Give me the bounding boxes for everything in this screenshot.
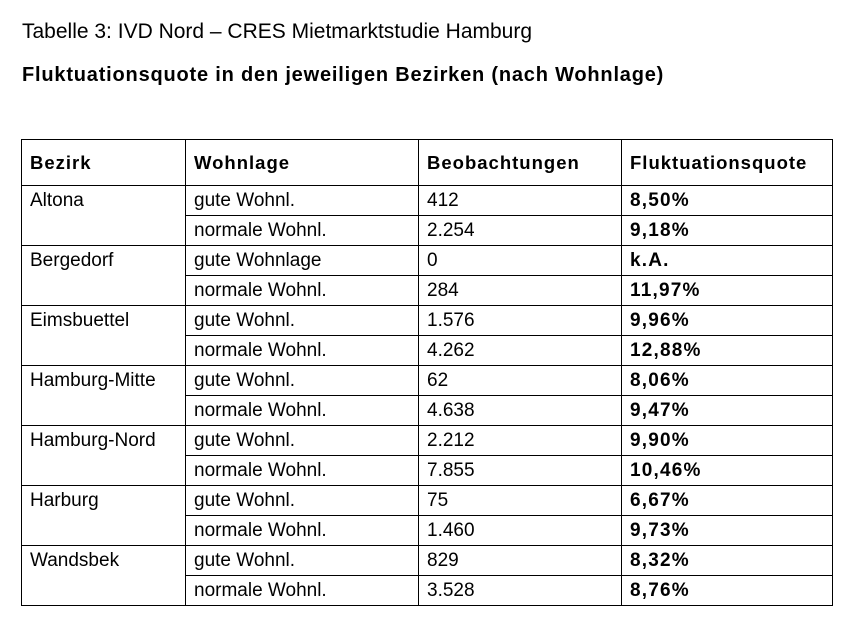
bezirk-cell: Eimsbuettel bbox=[21, 305, 186, 366]
table-row: Altona gute Wohnl. 412 8,50% bbox=[21, 185, 833, 246]
table-row: Eimsbuettel gute Wohnl. 1.576 9,96% bbox=[21, 305, 833, 366]
wohnlage-cell: gute Wohnlage bbox=[185, 245, 419, 276]
beobachtungen-cell: 4.262 bbox=[418, 335, 622, 366]
table-row: normale Wohnl. 4.262 12,88% bbox=[22, 335, 833, 366]
quote-cell: 12,88% bbox=[621, 335, 833, 366]
bezirk-cell: Harburg bbox=[21, 485, 186, 546]
table-row: normale Wohnl. 2.254 9,18% bbox=[22, 215, 833, 246]
wohnlage-cell: gute Wohnl. bbox=[185, 365, 419, 396]
quote-cell: 8,06% bbox=[621, 365, 833, 396]
beobachtungen-cell: 2.212 bbox=[418, 425, 622, 456]
wohnlage-cell: gute Wohnl. bbox=[185, 305, 419, 336]
quote-cell: 6,67% bbox=[621, 485, 833, 516]
beobachtungen-cell: 4.638 bbox=[418, 395, 622, 426]
table-row: Hamburg-Mitte gute Wohnl. 62 8,06% bbox=[21, 365, 833, 426]
beobachtungen-cell: 284 bbox=[418, 275, 622, 306]
wohnlage-cell: gute Wohnl. bbox=[185, 545, 419, 576]
wohnlage-cell: normale Wohnl. bbox=[185, 515, 419, 546]
beobachtungen-cell: 62 bbox=[418, 365, 622, 396]
bezirk-cell: Hamburg-Nord bbox=[21, 425, 186, 486]
beobachtungen-cell: 3.528 bbox=[418, 575, 622, 606]
table-subtitle: Fluktuationsquote in den jeweiligen Bezi… bbox=[22, 64, 665, 86]
beobachtungen-cell: 1.576 bbox=[418, 305, 622, 336]
table-row: Wandsbek gute Wohnl. 829 8,32% bbox=[21, 545, 833, 606]
table-row: normale Wohnl. 4.638 9,47% bbox=[22, 395, 833, 426]
bezirk-cell: Bergedorf bbox=[21, 245, 186, 306]
wohnlage-cell: gute Wohnl. bbox=[185, 185, 419, 216]
wohnlage-cell: normale Wohnl. bbox=[185, 215, 419, 246]
wohnlage-cell: gute Wohnl. bbox=[185, 485, 419, 516]
table-row: Bergedorf gute Wohnlage 0 k.A. bbox=[21, 245, 833, 306]
table-row: normale Wohnl. 1.460 9,73% bbox=[22, 515, 833, 546]
wohnlage-cell: normale Wohnl. bbox=[185, 395, 419, 426]
fluctuation-table: Bezirk Wohnlage Beobachtungen Fluktuatio… bbox=[21, 139, 833, 606]
wohnlage-cell: normale Wohnl. bbox=[185, 335, 419, 366]
header-row: Bezirk Wohnlage Beobachtungen Fluktuatio… bbox=[21, 139, 833, 186]
quote-cell: 9,96% bbox=[621, 305, 833, 336]
table-row: Harburg gute Wohnl. 75 6,67% bbox=[21, 485, 833, 546]
table-row: normale Wohnl. 284 11,97% bbox=[22, 275, 833, 306]
beobachtungen-cell: 1.460 bbox=[418, 515, 622, 546]
header-beobachtungen: Beobachtungen bbox=[418, 139, 622, 186]
table-caption: Tabelle 3: IVD Nord – CRES Mietmarktstud… bbox=[22, 20, 533, 43]
table-row: normale Wohnl. 7.855 10,46% bbox=[22, 455, 833, 486]
header-wohnlage: Wohnlage bbox=[185, 139, 419, 186]
quote-cell: 9,73% bbox=[621, 515, 833, 546]
header-fluktuationsquote: Fluktuationsquote bbox=[621, 139, 833, 186]
header-bezirk: Bezirk bbox=[21, 139, 186, 186]
beobachtungen-cell: 7.855 bbox=[418, 455, 622, 486]
beobachtungen-cell: 829 bbox=[418, 545, 622, 576]
table-row: Hamburg-Nord gute Wohnl. 2.212 9,90% bbox=[21, 425, 833, 486]
quote-cell: 9,18% bbox=[621, 215, 833, 246]
quote-cell: 8,32% bbox=[621, 545, 833, 576]
table-row: normale Wohnl. 3.528 8,76% bbox=[22, 575, 833, 606]
wohnlage-cell: normale Wohnl. bbox=[185, 275, 419, 306]
quote-cell: 10,46% bbox=[621, 455, 833, 486]
wohnlage-cell: normale Wohnl. bbox=[185, 575, 419, 606]
beobachtungen-cell: 75 bbox=[418, 485, 622, 516]
beobachtungen-cell: 0 bbox=[418, 245, 622, 276]
beobachtungen-cell: 2.254 bbox=[418, 215, 622, 246]
quote-cell: 8,50% bbox=[621, 185, 833, 216]
bezirk-cell: Wandsbek bbox=[21, 545, 186, 606]
quote-cell: 9,90% bbox=[621, 425, 833, 456]
bezirk-cell: Altona bbox=[21, 185, 186, 246]
beobachtungen-cell: 412 bbox=[418, 185, 622, 216]
quote-cell: 8,76% bbox=[621, 575, 833, 606]
wohnlage-cell: gute Wohnl. bbox=[185, 425, 419, 456]
quote-cell: 11,97% bbox=[621, 275, 833, 306]
quote-cell: k.A. bbox=[621, 245, 833, 276]
wohnlage-cell: normale Wohnl. bbox=[185, 455, 419, 486]
quote-cell: 9,47% bbox=[621, 395, 833, 426]
bezirk-cell: Hamburg-Mitte bbox=[21, 365, 186, 426]
